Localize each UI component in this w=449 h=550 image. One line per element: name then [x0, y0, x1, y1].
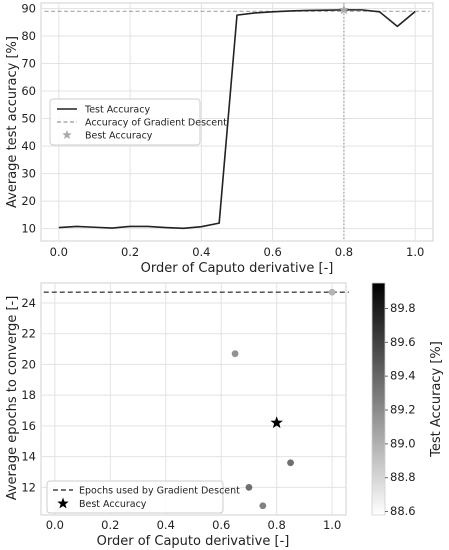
- accuracy-x-ticks: 0.0 0.2 0.4 0.6 0.8 1.0: [50, 245, 425, 259]
- accuracy-legend-box: [49, 98, 201, 146]
- epochs-scatter-point: [259, 502, 267, 510]
- epochs-legend: Epochs used by Gradient Descent Best Acc…: [46, 480, 240, 514]
- accuracy-x-tick-label: 0.8: [335, 245, 353, 259]
- accuracy-y-tick-label: 60: [21, 84, 36, 98]
- accuracy-y-axis-label: Average test accuracy [%]: [5, 36, 20, 208]
- epochs-points: [231, 288, 336, 510]
- accuracy-y-ticks: 10 20 30 40 50 60 70 80 90: [21, 2, 36, 236]
- legend-star-best-accuracy: [62, 130, 72, 140]
- accuracy-x-tick-label: 0.2: [121, 245, 139, 259]
- epochs-plot-area: [40, 282, 347, 516]
- colorbar-tick-label: 89.4: [390, 369, 416, 383]
- best-accuracy-star: [338, 4, 350, 15]
- accuracy-x-axis-label: Order of Caputo derivative [-]: [141, 261, 334, 276]
- colorbar: [371, 282, 386, 516]
- legend-label-best-accuracy: Best Accuracy: [85, 131, 153, 142]
- legend-star-best-accuracy-epochs: [57, 497, 69, 509]
- epochs-y-axis-label: Average epochs to converge [-]: [5, 296, 20, 501]
- legend-label-test-accuracy: Test Accuracy: [84, 105, 150, 116]
- epochs-x-tick-label: 0.8: [268, 518, 286, 532]
- epochs-scatter-point: [328, 288, 336, 296]
- epochs-best-accuracy-marker: [270, 416, 283, 429]
- epochs-y-tick-label: 24: [21, 296, 36, 310]
- epochs-y-tick-label: 14: [21, 450, 36, 464]
- epochs-y-ticks: 12 14 16 18 20 22 24: [21, 296, 36, 494]
- epochs-x-axis-label: Order of Caputo derivative [-]: [97, 534, 290, 549]
- epochs-y-tick-label: 16: [21, 419, 36, 433]
- epochs-x-tick-label: 0.2: [101, 518, 119, 532]
- accuracy-x-tick-label: 0.0: [50, 245, 68, 259]
- best-accuracy-star-epochs: [270, 416, 283, 429]
- legend-star-shape-epochs: [57, 497, 69, 509]
- accuracy-y-tick-label: 40: [21, 139, 36, 153]
- accuracy-x-tick-label: 0.4: [192, 245, 210, 259]
- epochs-legend-box: [46, 480, 224, 514]
- accuracy-series: [58, 9, 416, 230]
- legend-label-best-accuracy-epochs: Best Accuracy: [79, 499, 147, 510]
- legend-label-gradient-descent: Accuracy of Gradient Descent: [85, 118, 227, 129]
- accuracy-y-tick-label: 80: [21, 29, 36, 43]
- epochs-x-tick-label: 0.0: [46, 518, 64, 532]
- epochs-chart: 0.0 0.2 0.4 0.6 0.8 1.0 12 14 16 18 20 22 24 Order …: [5, 282, 444, 549]
- epochs-y-tick-label: 22: [21, 327, 36, 341]
- colorbar-tick-label: 89.2: [390, 403, 416, 417]
- accuracy-y-tick-label: 50: [21, 112, 36, 126]
- accuracy-y-tick-label: 70: [21, 57, 36, 71]
- test-accuracy-line: [58, 9, 416, 230]
- epochs-grid: [41, 283, 346, 515]
- legend-label-epochs-gradient-descent: Epochs used by Gradient Descent: [79, 486, 240, 497]
- accuracy-grid: [41, 3, 433, 241]
- epochs-scatter-point: [287, 459, 294, 467]
- colorbar-tick-label: 88.8: [390, 470, 416, 484]
- epochs-y-tick-label: 18: [21, 388, 36, 402]
- accuracy-reference-lines: [44, 3, 430, 241]
- legend-star-shape: [62, 130, 72, 140]
- accuracy-y-tick-label: 20: [21, 194, 36, 208]
- accuracy-x-tick-label: 0.6: [263, 245, 281, 259]
- colorbar-ticks: 88.6 88.8 89.0 89.2 89.4 89.6 89.8: [385, 301, 416, 518]
- accuracy-y-tick-label: 90: [21, 2, 36, 16]
- accuracy-chart: 0.0 0.2 0.4 0.6 0.8 1.0 10 20 30 40 50 60 70 80 90 Or…: [5, 2, 434, 276]
- epochs-y-tick-label: 12: [21, 480, 36, 494]
- epochs-x-tick-label: 0.4: [157, 518, 175, 532]
- epochs-x-tick-label: 0.6: [212, 518, 230, 532]
- accuracy-legend: Test Accuracy Accuracy of Gradient Desce…: [49, 98, 227, 146]
- colorbar-label: Test Accuracy [%]: [429, 341, 444, 458]
- colorbar-tick-label: 89.8: [390, 301, 416, 315]
- accuracy-y-tick-label: 30: [21, 167, 36, 181]
- epochs-x-ticks: 0.0 0.2 0.4 0.6 0.8 1.0: [46, 518, 342, 532]
- colorbar-tick-label: 89.6: [390, 335, 416, 349]
- colorbar-tick-label: 89.0: [390, 436, 416, 450]
- accuracy-y-tick-label: 10: [21, 222, 36, 236]
- epochs-scatter-point: [245, 483, 253, 491]
- epochs-y-tick-label: 20: [21, 357, 36, 371]
- epochs-x-tick-label: 1.0: [323, 518, 341, 532]
- accuracy-markers: [338, 4, 350, 15]
- colorbar-tick-label: 88.6: [390, 504, 416, 518]
- accuracy-x-tick-label: 1.0: [406, 245, 424, 259]
- epochs-scatter-point: [231, 350, 239, 358]
